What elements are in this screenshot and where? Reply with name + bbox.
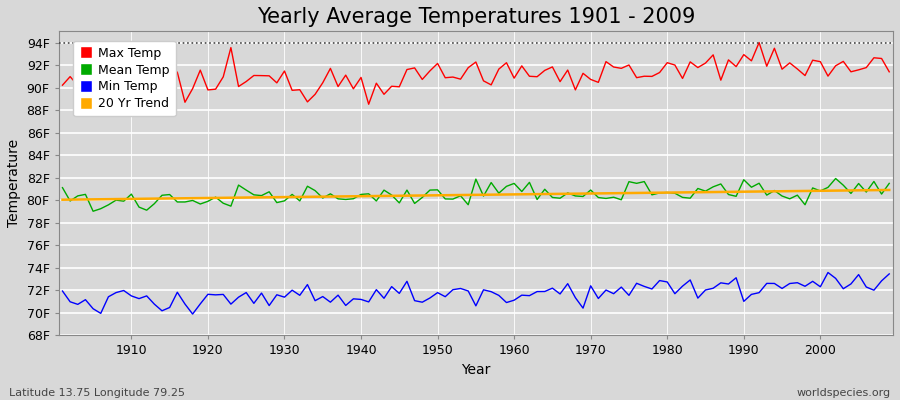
- Text: worldspecies.org: worldspecies.org: [796, 388, 891, 398]
- Y-axis label: Temperature: Temperature: [7, 139, 21, 228]
- Text: Latitude 13.75 Longitude 79.25: Latitude 13.75 Longitude 79.25: [9, 388, 185, 398]
- X-axis label: Year: Year: [461, 363, 491, 377]
- Legend: Max Temp, Mean Temp, Min Temp, 20 Yr Trend: Max Temp, Mean Temp, Min Temp, 20 Yr Tre…: [73, 40, 176, 116]
- Title: Yearly Average Temperatures 1901 - 2009: Yearly Average Temperatures 1901 - 2009: [256, 7, 695, 27]
